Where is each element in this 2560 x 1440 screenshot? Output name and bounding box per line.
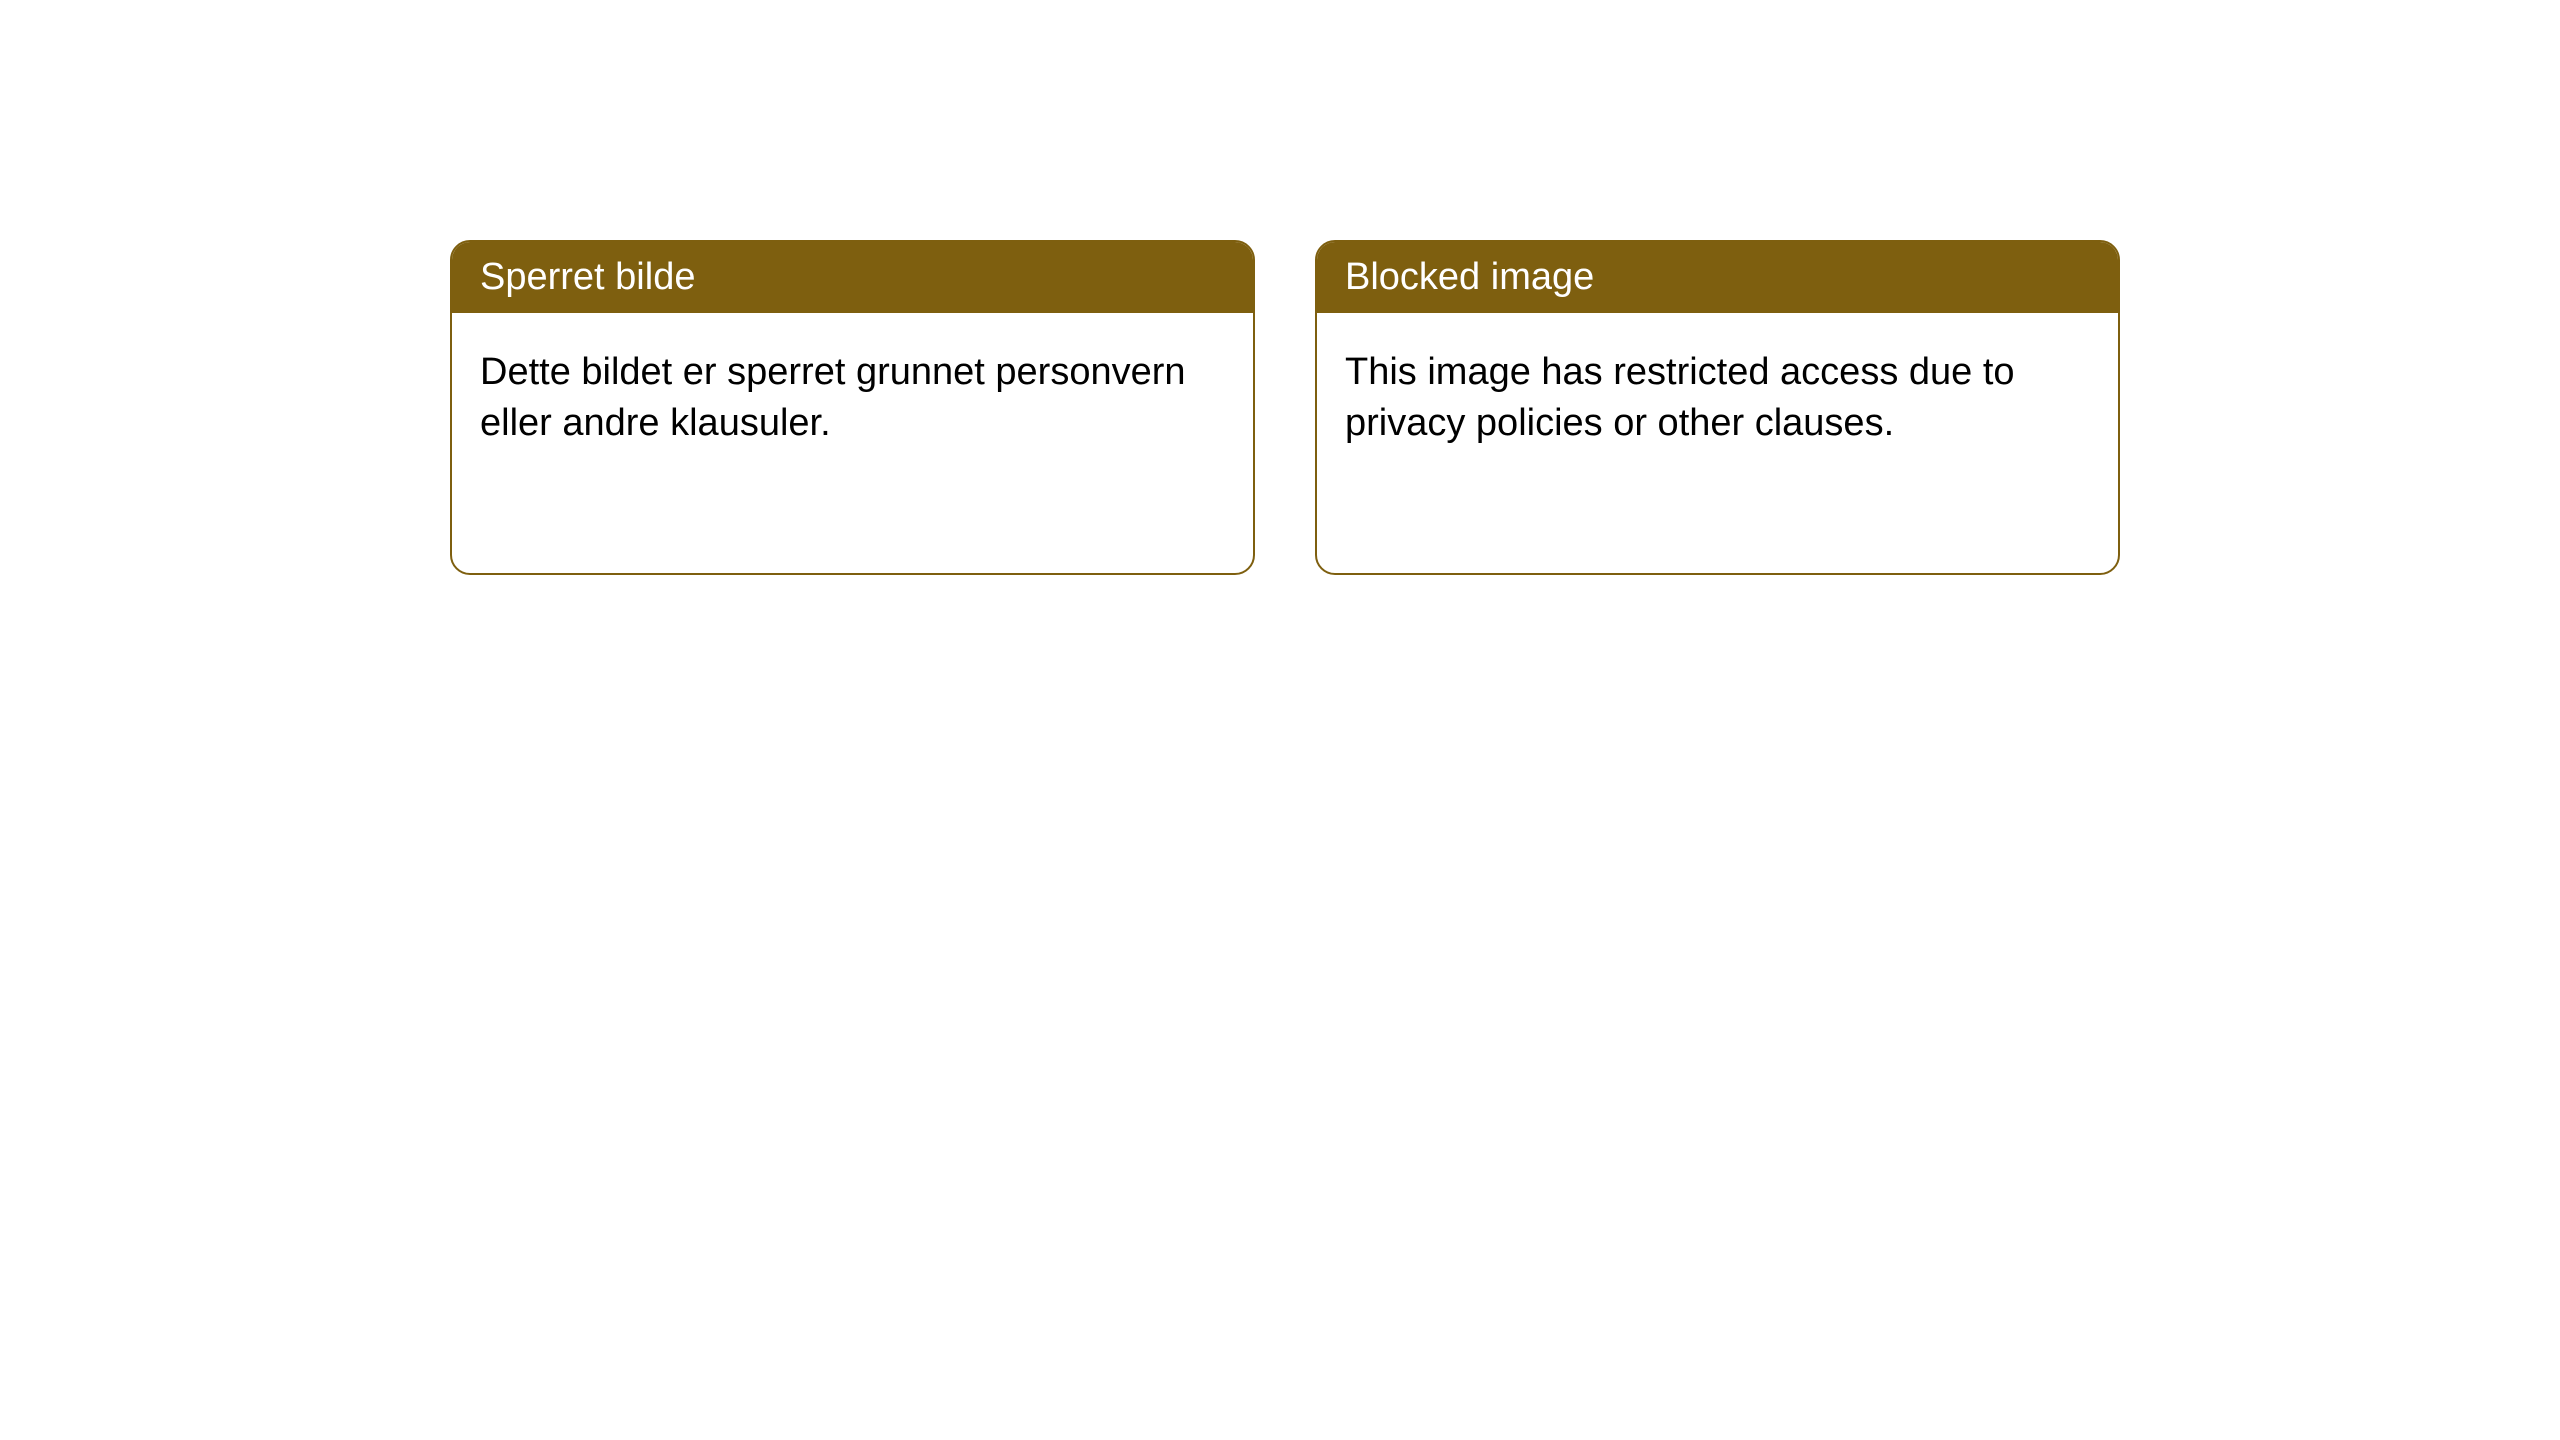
notice-card-english: Blocked image This image has restricted … — [1315, 240, 2120, 575]
card-body-text: Dette bildet er sperret grunnet personve… — [480, 351, 1186, 444]
card-header: Blocked image — [1317, 242, 2118, 313]
card-header: Sperret bilde — [452, 242, 1253, 313]
card-header-text: Sperret bilde — [480, 256, 695, 298]
card-body: This image has restricted access due to … — [1317, 313, 2118, 484]
card-header-text: Blocked image — [1345, 256, 1594, 298]
notice-card-norwegian: Sperret bilde Dette bildet er sperret gr… — [450, 240, 1255, 575]
notice-container: Sperret bilde Dette bildet er sperret gr… — [0, 0, 2560, 575]
card-body: Dette bildet er sperret grunnet personve… — [452, 313, 1253, 484]
card-body-text: This image has restricted access due to … — [1345, 351, 2015, 444]
